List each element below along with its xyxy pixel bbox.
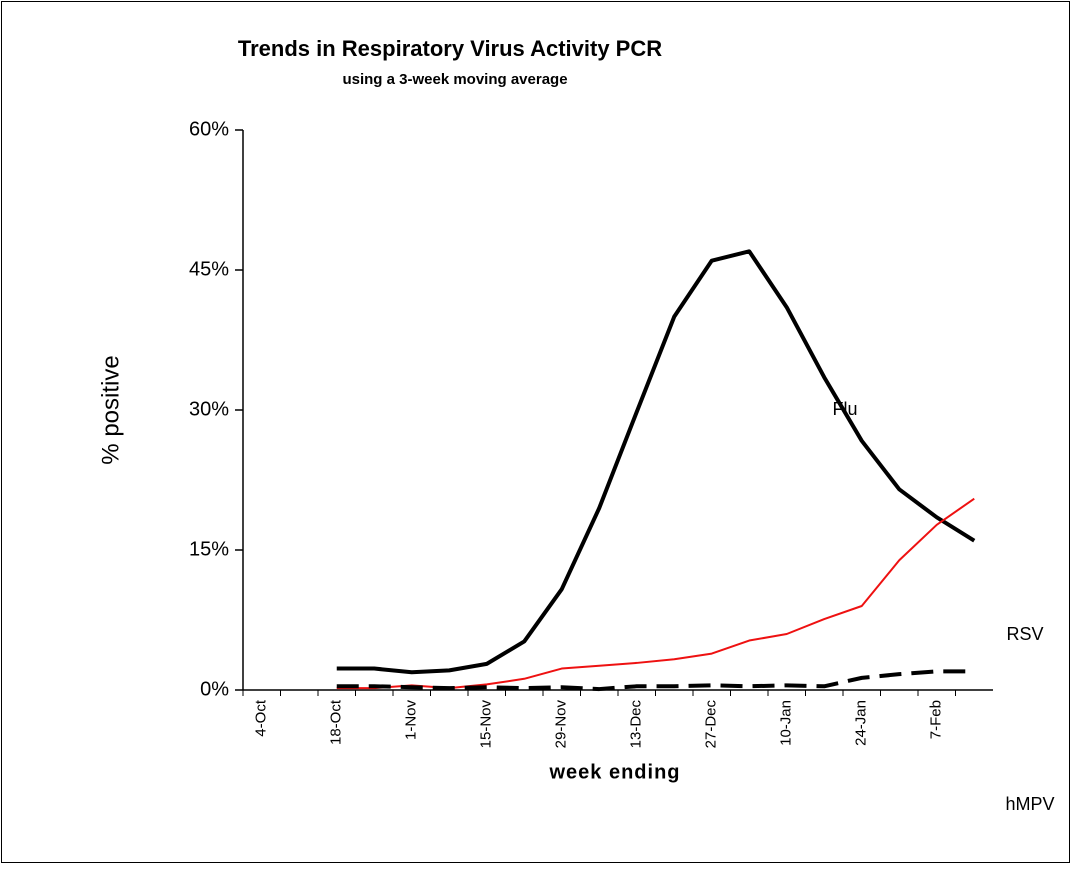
x-tick-label: 15-Nov bbox=[478, 700, 495, 749]
series-line bbox=[336, 249, 976, 675]
x-tick-label: 18-Oct bbox=[328, 699, 345, 745]
x-tick-label: 7-Feb bbox=[928, 700, 945, 739]
y-tick-label: 45% bbox=[189, 258, 229, 280]
series-line bbox=[336, 669, 975, 692]
x-tick-label: 1-Nov bbox=[403, 700, 420, 741]
x-axis-label: week ending bbox=[548, 761, 680, 783]
series-label: hMPV bbox=[1005, 794, 1054, 814]
x-tick-label: 24-Jan bbox=[853, 700, 870, 746]
x-tick-label: 10-Jan bbox=[778, 700, 795, 746]
x-tick-label: 4-Oct bbox=[253, 699, 270, 737]
chart-subtitle: using a 3-week moving average bbox=[342, 71, 567, 88]
y-tick-label: 15% bbox=[189, 538, 229, 560]
y-axis-label: % positive bbox=[97, 355, 124, 464]
series-label: Flu bbox=[832, 399, 857, 419]
x-tick-label: 29-Nov bbox=[553, 700, 570, 749]
chart-title: Trends in Respiratory Virus Activity PCR bbox=[238, 36, 662, 61]
y-tick-label: 30% bbox=[189, 398, 229, 420]
x-tick-label: 13-Dec bbox=[628, 700, 645, 749]
y-tick-label: 0% bbox=[200, 678, 229, 700]
y-tick-label: 60% bbox=[189, 118, 229, 140]
series-label: RSV bbox=[1006, 624, 1043, 644]
x-tick-label: 27-Dec bbox=[703, 700, 720, 749]
